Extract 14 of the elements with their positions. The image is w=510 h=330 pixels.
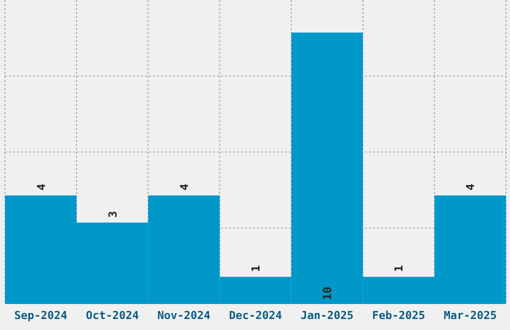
x-tick-label: Dec-2024: [229, 309, 282, 322]
x-tick-label: Feb-2025: [372, 309, 426, 322]
data-label: 1: [250, 264, 262, 272]
data-label: 4: [34, 183, 48, 190]
data-label: 3: [106, 210, 120, 218]
x-tick-label: Mar-2025: [444, 309, 497, 322]
data-label: 1: [392, 264, 406, 272]
x-tick-label: Oct-2024: [86, 309, 140, 322]
x-tick-label: Sep-2024: [14, 309, 68, 322]
data-label: 10: [321, 286, 334, 300]
x-tick-label: Jan-2025: [300, 309, 354, 322]
data-label: 4: [178, 183, 191, 190]
x-tick-label: Nov-2024: [157, 309, 211, 322]
data-label: 4: [464, 183, 478, 190]
